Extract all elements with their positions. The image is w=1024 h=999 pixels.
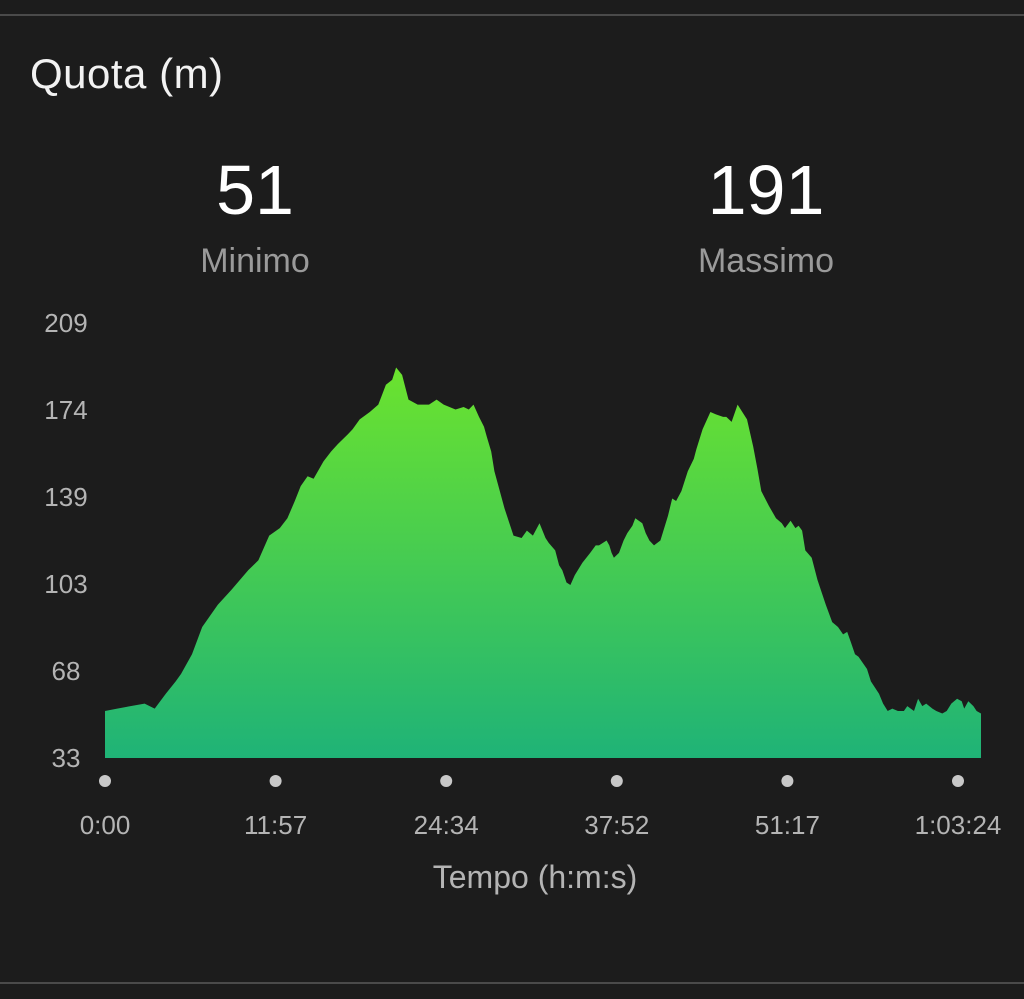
x-tick-label: 0:00 (80, 810, 131, 840)
top-divider (0, 0, 1024, 16)
max-value: 191 (707, 151, 825, 229)
x-tick-label: 1:03:24 (915, 810, 1002, 840)
y-tick-label: 33 (52, 743, 81, 773)
y-axis: 209 174 139 103 68 33 (44, 308, 87, 773)
max-stat: 191 Massimo (616, 150, 916, 281)
card-title: Quota (m) (30, 50, 224, 97)
x-tick-label: 51:17 (755, 810, 820, 840)
bottom-divider (0, 982, 1024, 999)
x-axis-title: Tempo (h:m:s) (433, 859, 637, 895)
min-value: 51 (216, 151, 294, 229)
y-tick-label: 139 (44, 482, 87, 512)
min-label: Minimo (200, 242, 310, 280)
y-tick-label: 103 (44, 569, 87, 599)
elevation-area-series (105, 367, 981, 758)
x-axis: 0:00 11:57 24:34 37:52 51:17 1:03:24 (80, 775, 1002, 840)
y-tick-label: 209 (44, 308, 87, 338)
x-tick-dot (610, 775, 623, 787)
x-tick-dot (269, 775, 282, 787)
x-tick-label: 37:52 (584, 810, 649, 840)
x-tick-dot (952, 775, 964, 787)
x-tick-dot (440, 775, 453, 787)
y-tick-label: 68 (52, 656, 81, 686)
x-tick-dot (781, 775, 794, 787)
max-label: Massimo (697, 242, 835, 280)
y-tick-label: 174 (44, 395, 87, 425)
x-tick-label: 24:34 (414, 810, 479, 840)
min-stat: 51 Minimo (105, 150, 405, 281)
x-tick-dot (99, 775, 111, 787)
x-tick-label: 11:57 (244, 810, 307, 840)
